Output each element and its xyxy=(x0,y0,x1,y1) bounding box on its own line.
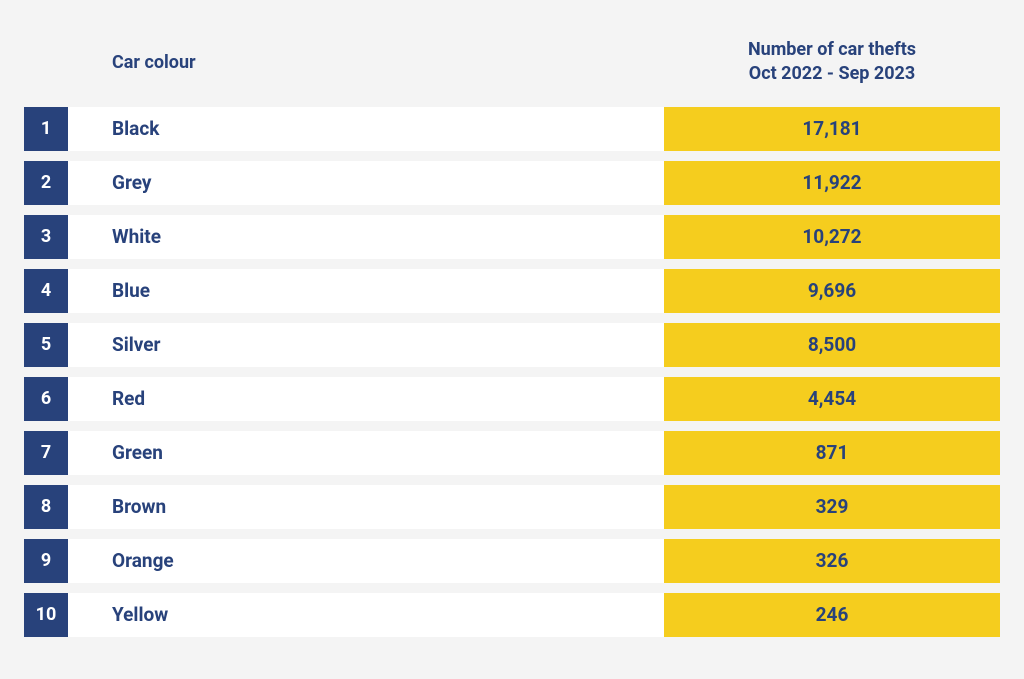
table-row: 2 Grey 11,922 xyxy=(24,161,1000,205)
table-header-row: Car colour Number of car theftsOct 2022 … xyxy=(24,30,1000,107)
header-count: Number of car theftsOct 2022 - Sep 2023 xyxy=(664,38,1000,87)
rank-cell: 2 xyxy=(24,161,68,205)
table-row: 5 Silver 8,500 xyxy=(24,323,1000,367)
rank-cell: 8 xyxy=(24,485,68,529)
rank-cell: 6 xyxy=(24,377,68,421)
rank-cell: 1 xyxy=(24,107,68,151)
rank-cell: 3 xyxy=(24,215,68,259)
count-cell: 11,922 xyxy=(664,161,1000,205)
table-row: 9 Orange 326 xyxy=(24,539,1000,583)
car-theft-table: Car colour Number of car theftsOct 2022 … xyxy=(24,30,1000,637)
table-row: 6 Red 4,454 xyxy=(24,377,1000,421)
table-row: 10 Yellow 246 xyxy=(24,593,1000,637)
count-cell: 8,500 xyxy=(664,323,1000,367)
count-cell: 10,272 xyxy=(664,215,1000,259)
rank-cell: 4 xyxy=(24,269,68,313)
colour-cell: Red xyxy=(68,377,664,421)
count-cell: 17,181 xyxy=(664,107,1000,151)
header-colour: Car colour xyxy=(68,52,664,73)
count-cell: 326 xyxy=(664,539,1000,583)
table-row: 4 Blue 9,696 xyxy=(24,269,1000,313)
colour-cell: Green xyxy=(68,431,664,475)
colour-cell: Black xyxy=(68,107,664,151)
table-row: 8 Brown 329 xyxy=(24,485,1000,529)
table-row: 1 Black 17,181 xyxy=(24,107,1000,151)
rank-cell: 7 xyxy=(24,431,68,475)
count-cell: 246 xyxy=(664,593,1000,637)
table-row: 7 Green 871 xyxy=(24,431,1000,475)
colour-cell: White xyxy=(68,215,664,259)
colour-cell: Blue xyxy=(68,269,664,313)
colour-cell: Brown xyxy=(68,485,664,529)
rank-cell: 9 xyxy=(24,539,68,583)
count-cell: 4,454 xyxy=(664,377,1000,421)
count-cell: 871 xyxy=(664,431,1000,475)
rank-cell: 10 xyxy=(24,593,68,637)
rank-cell: 5 xyxy=(24,323,68,367)
count-cell: 9,696 xyxy=(664,269,1000,313)
colour-cell: Orange xyxy=(68,539,664,583)
colour-cell: Silver xyxy=(68,323,664,367)
count-cell: 329 xyxy=(664,485,1000,529)
colour-cell: Yellow xyxy=(68,593,664,637)
colour-cell: Grey xyxy=(68,161,664,205)
table-row: 3 White 10,272 xyxy=(24,215,1000,259)
